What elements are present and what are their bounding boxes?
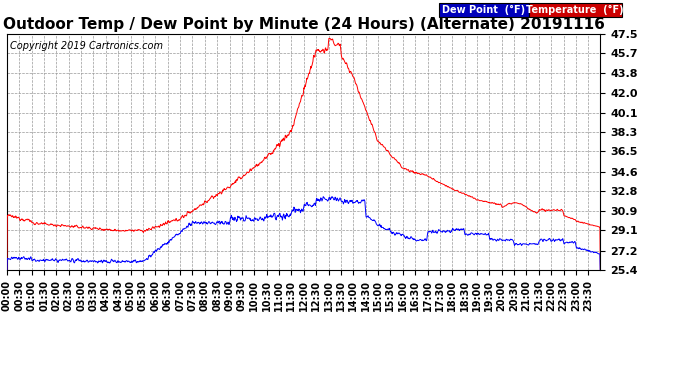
Text: Outdoor Temp / Dew Point by Minute (24 Hours) (Alternate) 20191116: Outdoor Temp / Dew Point by Minute (24 H… bbox=[3, 17, 604, 32]
Text: Dew Point  (°F): Dew Point (°F) bbox=[442, 5, 525, 15]
Text: Copyright 2019 Cartronics.com: Copyright 2019 Cartronics.com bbox=[10, 41, 163, 51]
Text: Temperature  (°F): Temperature (°F) bbox=[526, 5, 624, 15]
